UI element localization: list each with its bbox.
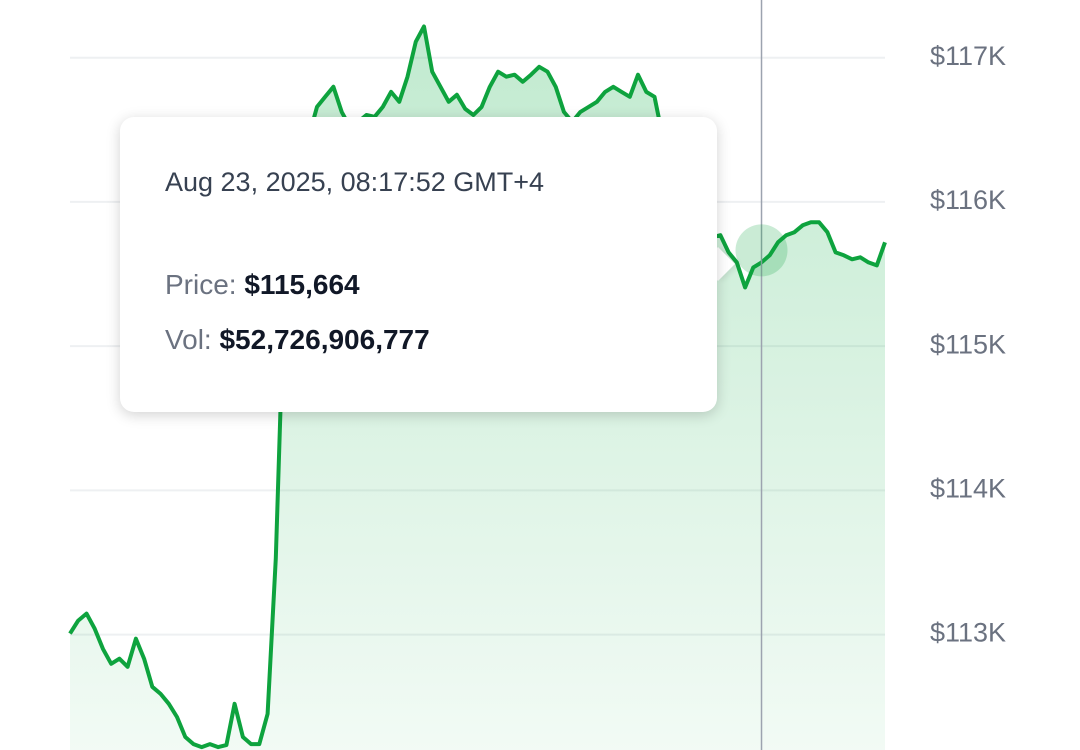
y-tick-label: $116K [930, 185, 1006, 215]
tooltip-date: Aug 23, 2025, 08:17:52 GMT+4 [165, 167, 545, 197]
tooltip: Aug 23, 2025, 08:17:52 GMT+4 Price: $115… [120, 117, 717, 412]
price-line [68, 24, 887, 750]
tooltip-volume: Vol: $52,726,906,777 [165, 324, 430, 356]
tooltip-price: Price: $115,664 [165, 269, 360, 301]
hover-point [735, 224, 788, 277]
volume-label: Vol: [165, 324, 212, 355]
y-tick-label: $113K [930, 618, 1006, 648]
price-value: $115,664 [244, 269, 360, 300]
y-tick-label: $114K [930, 474, 1006, 504]
y-tick-label: $117K [930, 41, 1006, 71]
price-label: Price: [165, 269, 237, 300]
y-tick-label: $115K [930, 329, 1006, 359]
volume-value: $52,726,906,777 [219, 324, 430, 355]
